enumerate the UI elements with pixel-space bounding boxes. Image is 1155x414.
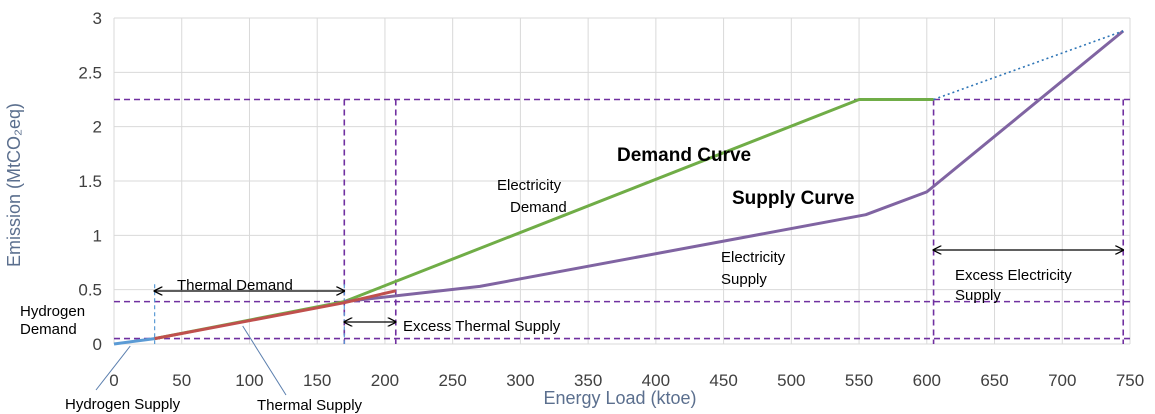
demand-curve-label: Demand Curve — [617, 145, 751, 166]
x-tick-label: 250 — [438, 371, 466, 390]
series-line-2 — [154, 289, 397, 341]
hydrogen-demand-label-line1: Hydrogen — [20, 303, 85, 320]
x-tick-label: 550 — [845, 371, 873, 390]
series-line-0 — [154, 98, 934, 341]
supply-curve-label: Supply Curve — [732, 188, 854, 209]
x-tick-label: 0 — [109, 371, 118, 390]
electricity-demand-label-line1: Electricity — [497, 177, 562, 194]
series-line-4 — [933, 30, 1124, 101]
x-tick-label: 400 — [642, 371, 670, 390]
y-tick-label: 3 — [93, 9, 102, 28]
y-axis-title: Emission (MtCO₂eq) — [4, 103, 24, 267]
series-lines — [113, 29, 1125, 346]
y-tick-label: 1 — [93, 226, 102, 245]
x-tick-label: 650 — [980, 371, 1008, 390]
x-tick-label: 700 — [1048, 371, 1076, 390]
electricity-demand-label-line2: Demand — [510, 199, 567, 216]
series-line-3 — [113, 337, 155, 346]
x-tick-label: 450 — [709, 371, 737, 390]
x-tick-label: 750 — [1116, 371, 1144, 390]
x-tick-label: 300 — [506, 371, 534, 390]
y-tick-label: 2.5 — [78, 63, 102, 82]
annotation-arrows — [95, 250, 1123, 396]
y-tick-label: 0 — [93, 335, 102, 354]
tick-labels: 0 50 100 150 200 250 300 350 400 450 500 550 600 650 7… — [78, 9, 1144, 390]
electricity-supply-label-line2: Supply — [721, 271, 767, 288]
x-tick-label: 200 — [371, 371, 399, 390]
reference-lines — [114, 98, 1130, 344]
y-tick-label: 0.5 — [78, 281, 102, 300]
x-tick-label: 50 — [172, 371, 191, 390]
excess-electricity-supply-label-line2: Supply — [955, 287, 1001, 304]
series-line-1 — [344, 29, 1125, 304]
y-tick-label: 2 — [93, 118, 102, 137]
thermal-demand-label: Thermal Demand — [177, 277, 293, 294]
hydrogen-supply-pointer — [95, 345, 131, 391]
grid-lines — [113, 17, 1131, 345]
hydrogen-supply-label: Hydrogen Supply — [65, 396, 181, 413]
excess-electricity-supply-label-line1: Excess Electricity — [955, 267, 1072, 284]
excess-thermal-supply-label: Excess Thermal Supply — [403, 318, 561, 335]
hydrogen-demand-label-line2: Demand — [20, 321, 77, 338]
x-tick-label: 600 — [913, 371, 941, 390]
thermal-supply-pointer — [242, 325, 287, 396]
thermal-supply-label: Thermal Supply — [257, 397, 363, 414]
x-tick-label: 100 — [235, 371, 263, 390]
x-tick-label: 350 — [574, 371, 602, 390]
x-axis-title: Energy Load (ktoe) — [543, 388, 696, 408]
y-tick-label: 1.5 — [78, 172, 102, 191]
electricity-supply-label-line1: Electricity — [721, 249, 786, 266]
x-tick-label: 500 — [777, 371, 805, 390]
x-tick-label: 150 — [303, 371, 331, 390]
